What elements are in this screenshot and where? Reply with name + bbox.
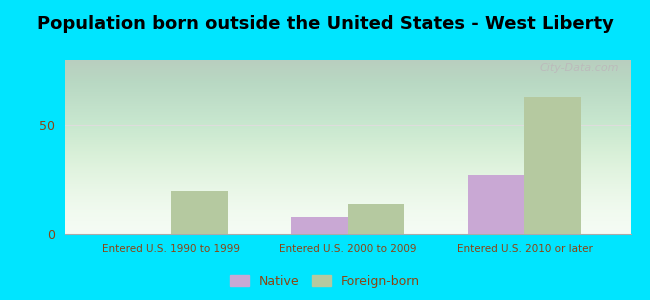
Bar xyxy=(291,217,348,234)
Text: City-Data.com: City-Data.com xyxy=(540,64,619,74)
Bar xyxy=(348,203,404,234)
Legend: Native, Foreign-born: Native, Foreign-born xyxy=(230,275,420,288)
Bar xyxy=(468,175,525,234)
Text: Population born outside the United States - West Liberty: Population born outside the United State… xyxy=(36,15,614,33)
Bar xyxy=(525,97,581,234)
Bar xyxy=(171,190,228,234)
